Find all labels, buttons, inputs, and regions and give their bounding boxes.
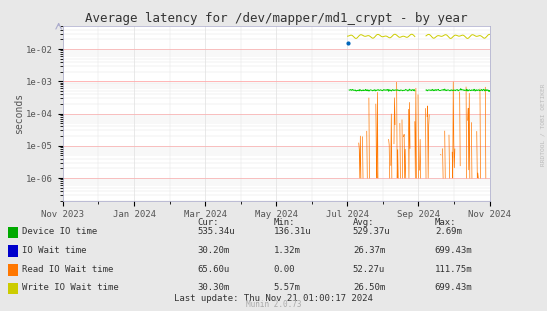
Text: 136.31u: 136.31u [274, 227, 311, 236]
Text: 111.75m: 111.75m [435, 265, 473, 273]
Text: 529.37u: 529.37u [353, 227, 391, 236]
Text: Avg:: Avg: [353, 218, 374, 227]
Text: 30.30m: 30.30m [197, 283, 229, 292]
Text: 65.60u: 65.60u [197, 265, 229, 273]
Y-axis label: seconds: seconds [14, 93, 24, 134]
Text: 30.20m: 30.20m [197, 246, 229, 255]
Text: Last update: Thu Nov 21 01:00:17 2024: Last update: Thu Nov 21 01:00:17 2024 [174, 294, 373, 303]
Text: 699.43m: 699.43m [435, 246, 473, 255]
Text: Read IO Wait time: Read IO Wait time [22, 265, 113, 273]
Text: 2.69m: 2.69m [435, 227, 462, 236]
Text: 5.57m: 5.57m [274, 283, 300, 292]
Text: Min:: Min: [274, 218, 295, 227]
Text: 699.43m: 699.43m [435, 283, 473, 292]
Text: Max:: Max: [435, 218, 456, 227]
Text: 0.00: 0.00 [274, 265, 295, 273]
Text: 26.37m: 26.37m [353, 246, 385, 255]
Text: 535.34u: 535.34u [197, 227, 235, 236]
Text: Write IO Wait time: Write IO Wait time [22, 283, 119, 292]
Text: Munin 2.0.73: Munin 2.0.73 [246, 300, 301, 309]
Text: Device IO time: Device IO time [22, 227, 97, 236]
Title: Average latency for /dev/mapper/md1_crypt - by year: Average latency for /dev/mapper/md1_cryp… [85, 12, 468, 25]
Text: 26.50m: 26.50m [353, 283, 385, 292]
Text: 1.32m: 1.32m [274, 246, 300, 255]
Text: Cur:: Cur: [197, 218, 218, 227]
Text: RRDTOOL / TOBI OETIKER: RRDTOOL / TOBI OETIKER [541, 83, 546, 166]
Text: IO Wait time: IO Wait time [22, 246, 86, 255]
Text: 52.27u: 52.27u [353, 265, 385, 273]
